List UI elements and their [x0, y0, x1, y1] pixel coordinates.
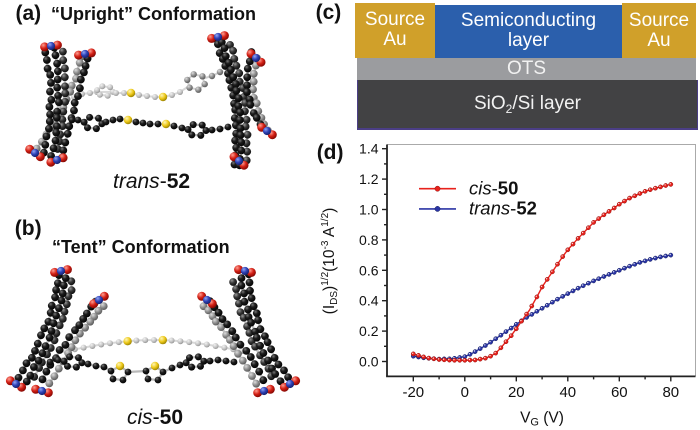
svg-text:1.4: 1.4 — [359, 141, 379, 157]
svg-text:0: 0 — [461, 384, 469, 401]
svg-text:0.8: 0.8 — [359, 232, 379, 248]
svg-text:VG (V): VG (V) — [520, 410, 564, 429]
svg-text:0.4: 0.4 — [359, 293, 379, 309]
svg-text:60: 60 — [611, 384, 628, 401]
svg-text:trans-52: trans-52 — [469, 198, 537, 219]
svg-text:0.0: 0.0 — [359, 354, 379, 370]
svg-text:40: 40 — [559, 384, 576, 401]
svg-text:0.2: 0.2 — [359, 323, 379, 339]
svg-text:-20: -20 — [402, 384, 424, 401]
svg-text:1.2: 1.2 — [359, 171, 379, 187]
svg-text:0.6: 0.6 — [359, 262, 379, 278]
svg-text:(IDS)1/2(10-3 A1/2): (IDS)1/2(10-3 A1/2) — [320, 208, 340, 315]
svg-text:cis-50: cis-50 — [469, 178, 518, 199]
svg-text:1.0: 1.0 — [359, 202, 379, 218]
svg-text:80: 80 — [662, 384, 679, 401]
svg-text:20: 20 — [508, 384, 525, 401]
